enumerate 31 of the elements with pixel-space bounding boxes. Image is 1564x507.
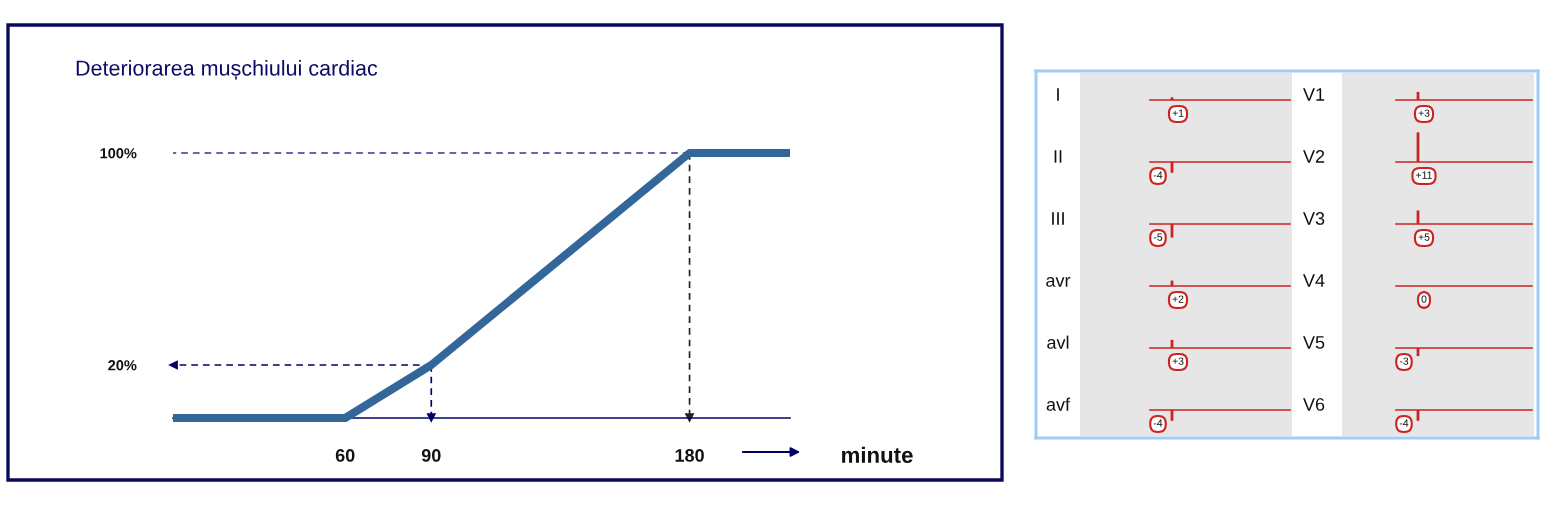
data-label: 0	[1421, 295, 1427, 303]
category-label: V1	[1303, 88, 1325, 101]
data-label: -4	[1153, 419, 1163, 427]
category-label: V2	[1303, 150, 1325, 163]
data-label: +1	[1172, 109, 1184, 117]
data-label: +11	[1416, 171, 1432, 179]
chart-title: Deteriorarea mușchiului cardiac	[76, 59, 378, 81]
category-label: V5	[1303, 336, 1325, 349]
category-label: avl	[1047, 335, 1069, 349]
x-tick-label: 90	[421, 449, 441, 462]
y-tick-label: 20%	[108, 360, 137, 371]
category-label: avf	[1046, 397, 1071, 411]
data-label: -3	[1399, 357, 1409, 365]
y-tick-label: 100%	[100, 148, 137, 159]
data-label: -4	[1399, 419, 1409, 427]
data-label: +2	[1172, 295, 1184, 303]
data-label: +5	[1418, 233, 1430, 241]
x-tick-label: 180	[675, 449, 704, 462]
data-label: -4	[1153, 171, 1163, 179]
category-label: V6	[1303, 398, 1325, 411]
category-label: V4	[1303, 274, 1325, 287]
category-label: V3	[1303, 212, 1325, 225]
category-label: II	[1054, 150, 1062, 163]
category-label: avr	[1046, 276, 1071, 287]
data-label: +3	[1418, 109, 1430, 117]
data-label: -5	[1153, 233, 1163, 241]
x-tick-label: 60	[335, 449, 355, 462]
x-axis-title: minute	[842, 446, 913, 463]
category-label: III	[1052, 212, 1064, 225]
data-label: +3	[1172, 357, 1184, 365]
category-label: I	[1057, 88, 1059, 101]
